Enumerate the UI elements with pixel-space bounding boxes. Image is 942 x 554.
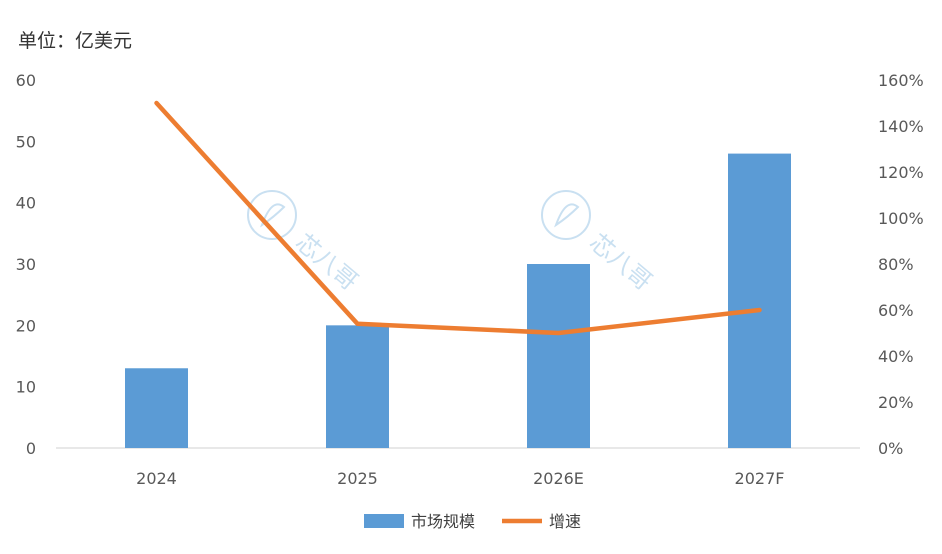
x-tick-labels: 2024 2025 2026E 2027F [136, 469, 784, 488]
left-y-tick-label: 60 [16, 71, 36, 90]
line-series [154, 100, 762, 336]
x-tick-label: 2026E [533, 469, 584, 488]
watermark-circle-icon [541, 190, 591, 240]
legend-label-bar: 市场规模 [411, 512, 475, 531]
bar-series [125, 153, 791, 448]
bar-2024 [125, 368, 188, 448]
right-y-tick-label: 60% [878, 301, 914, 320]
right-y-tick-label: 0% [878, 439, 903, 458]
legend-swatch-bar [364, 514, 404, 528]
watermark-text: 芯八哥 [584, 228, 657, 296]
right-y-tick-label: 160% [878, 71, 924, 90]
watermark-circle-icon [247, 190, 297, 240]
right-y-tick-label: 140% [878, 117, 924, 136]
watermarks: 芯八哥 芯八哥 [247, 190, 657, 296]
left-y-tick-label: 20 [16, 316, 36, 335]
x-tick-label: 2025 [337, 469, 378, 488]
left-y-tick-label: 40 [16, 194, 36, 213]
bar-2026E [527, 264, 590, 448]
watermark-bird-icon [554, 203, 580, 228]
left-y-tick-label: 50 [16, 132, 36, 151]
watermark-bird-icon [260, 203, 286, 228]
right-y-tick-label: 100% [878, 209, 924, 228]
left-y-tick-label: 10 [16, 378, 36, 397]
left-y-tick-label: 30 [16, 255, 36, 274]
x-tick-label: 2024 [136, 469, 177, 488]
bar-2027F [728, 153, 791, 448]
legend-label-line: 增速 [549, 512, 581, 531]
left-y-tick-labels: 0 10 20 30 40 50 60 [16, 71, 36, 458]
legend: 市场规模 增速 [364, 512, 581, 531]
right-y-tick-label: 120% [878, 163, 924, 182]
right-y-tick-label: 80% [878, 255, 914, 274]
right-y-tick-labels: 0% 20% 40% 60% 80% 100% 120% 140% 160% [878, 71, 924, 458]
unit-label: 单位：亿美元 [18, 30, 133, 52]
growth-line [154, 100, 762, 336]
right-y-tick-label: 40% [878, 347, 914, 366]
left-y-tick-label: 0 [26, 439, 36, 458]
bar-2025 [326, 325, 389, 448]
watermark-logo: 芯八哥 [247, 190, 363, 296]
right-y-tick-label: 20% [878, 393, 914, 412]
x-tick-label: 2027F [735, 469, 785, 488]
